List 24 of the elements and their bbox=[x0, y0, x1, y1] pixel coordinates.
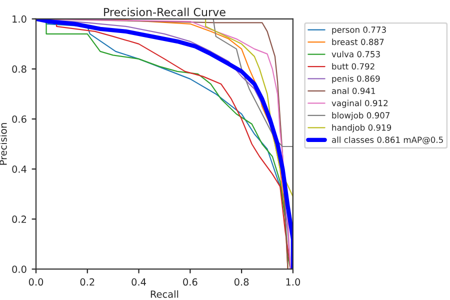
legend-label: butt 0.792 bbox=[332, 63, 374, 70]
y-tick-label: 1.0 bbox=[12, 15, 26, 23]
legend-label: vulva 0.753 bbox=[332, 50, 380, 58]
x-tick-label: 0.0 bbox=[28, 278, 44, 286]
legend-label: all classes 0.861 mAP@0.5 bbox=[332, 136, 443, 144]
x-tick-label: 0.6 bbox=[183, 278, 198, 286]
x-axis-title: Recall bbox=[150, 290, 178, 298]
x-tick-label: 1.0 bbox=[286, 278, 300, 286]
legend-label: anal 0.941 bbox=[332, 88, 376, 94]
x-tick-label: 0.2 bbox=[80, 278, 94, 286]
y-tick-label: 0.6 bbox=[12, 115, 26, 123]
legend-label: handjob 0.919 bbox=[332, 124, 392, 132]
x-tick-label: 0.8 bbox=[234, 278, 249, 286]
legend-label: penis 0.869 bbox=[332, 75, 380, 84]
y-tick-label: 0.2 bbox=[12, 216, 26, 223]
y-tick-label: 0.0 bbox=[12, 266, 26, 273]
legend-label: person 0.773 bbox=[332, 26, 386, 34]
x-tick-label: 0.4 bbox=[132, 278, 146, 286]
legend-label: vaginal 0.912 bbox=[332, 100, 388, 108]
legend-label: blowjob 0.907 bbox=[332, 112, 390, 120]
legend-label: breast 0.887 bbox=[332, 38, 384, 46]
chart-title: Precision-Recall Curve bbox=[104, 8, 226, 16]
y-tick-label: 0.8 bbox=[12, 65, 26, 73]
y-tick-label: 0.4 bbox=[12, 166, 26, 173]
